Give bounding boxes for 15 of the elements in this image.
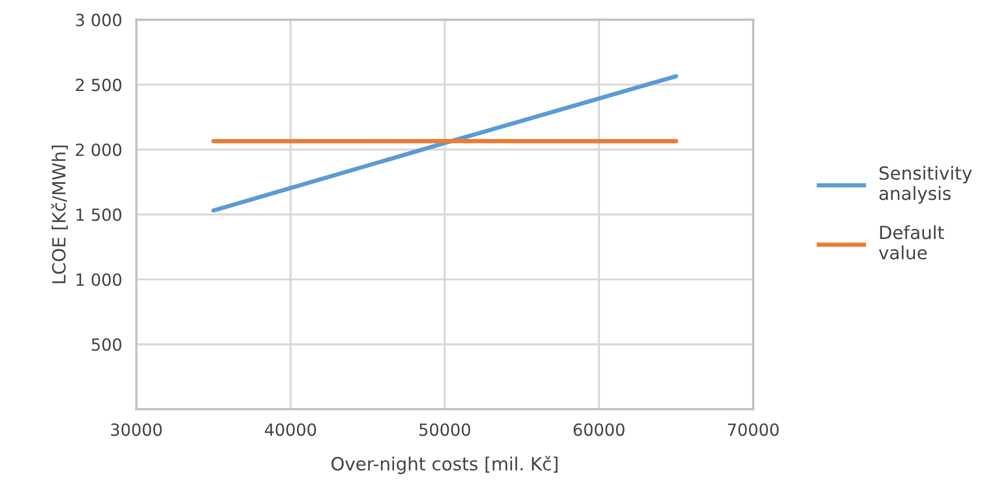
x-tick-label: 70000 — [728, 423, 779, 436]
y-tick-label: 2 500 — [76, 78, 122, 92]
x-tick-label: 60000 — [574, 423, 624, 436]
x-tick-label: 50000 — [420, 423, 470, 436]
y-tick-label: 2 000 — [76, 144, 122, 156]
y-tick-label: 3 000 — [76, 14, 122, 26]
y-tick-label: 1 000 — [76, 273, 122, 286]
y-tick-label: 1 500 — [76, 208, 122, 222]
legend-label: Sensitivity analysis — [879, 166, 972, 204]
x-tick-label: 40000 — [264, 423, 316, 436]
x-tick-label: 30000 — [111, 423, 162, 436]
legend-label: Default value — [878, 225, 944, 260]
y-axis-title: LCOE [Kč/MWh] — [50, 146, 68, 284]
x-axis-title: Over-night costs [mil. Kč] — [332, 456, 558, 474]
y-tick-label: 500 — [92, 338, 122, 351]
